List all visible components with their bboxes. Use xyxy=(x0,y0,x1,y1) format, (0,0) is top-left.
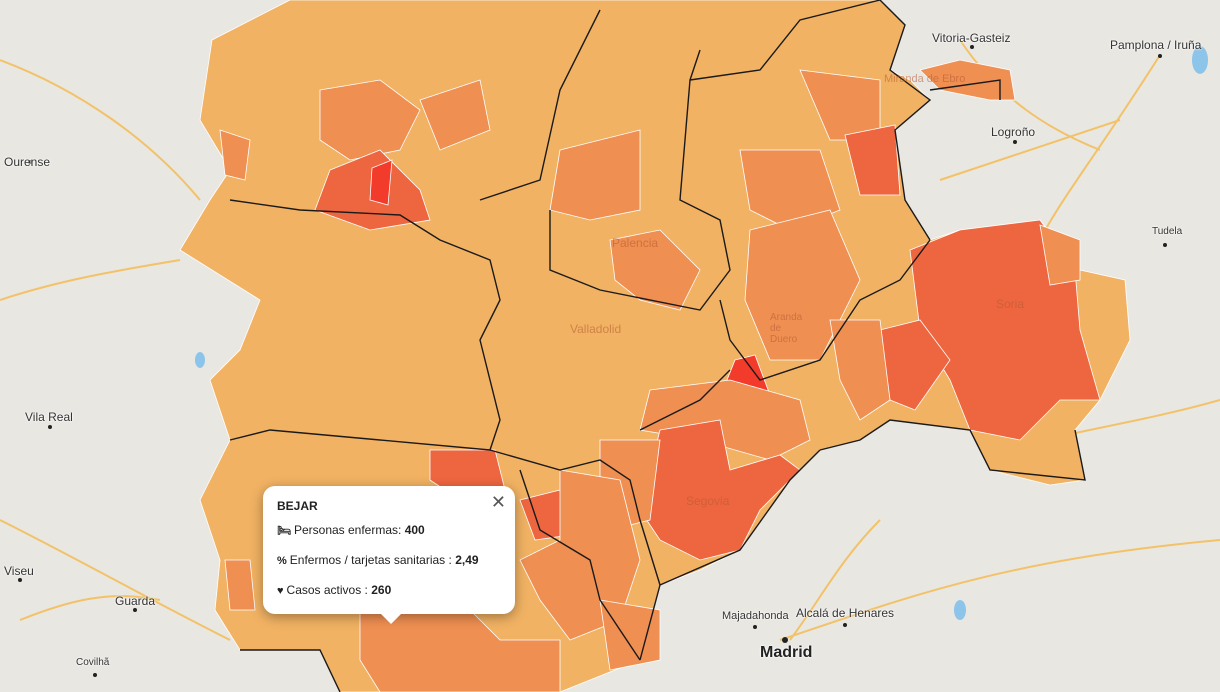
place-label: Segovia xyxy=(686,494,730,508)
popup-title: BEJAR xyxy=(277,499,318,513)
place-label: Valladolid xyxy=(570,322,622,336)
heartbeat-icon: ♥ xyxy=(277,585,284,597)
place-markers xyxy=(18,45,1167,677)
place-label: Guarda xyxy=(115,594,156,608)
row-value: 260 xyxy=(371,583,392,597)
base-roads xyxy=(0,39,1220,641)
percent-icon: % xyxy=(277,555,287,567)
place-label: Palencia xyxy=(612,236,659,250)
place-label: Majadahonda xyxy=(722,610,789,622)
province-borders xyxy=(229,0,1086,692)
district-popup: BEJAR ✕ 🛏 Personas enfermas: 400 % Enfermo… xyxy=(263,486,515,624)
place-label: Pamplona / Iruña xyxy=(1110,38,1202,52)
place-label: Covilhã xyxy=(76,657,110,668)
place-label: Alcalá de Henares xyxy=(796,606,895,620)
row-value: 2,49 xyxy=(455,553,479,567)
place-label: Aranda de Duero xyxy=(770,312,803,345)
close-icon[interactable]: ✕ xyxy=(490,492,506,512)
row-value: 400 xyxy=(404,523,425,537)
place-label: Vitoria-Gasteiz xyxy=(932,31,1011,45)
district-fills[interactable] xyxy=(219,59,1101,692)
popup-row-ratio: % Enfermos / tarjetas sanitarias : 2,49 xyxy=(277,553,479,567)
place-label: Logroño xyxy=(991,125,1036,139)
place-label: Ourense xyxy=(4,155,51,169)
place-label: Tudela xyxy=(1152,226,1183,237)
place-label-madrid: Madrid xyxy=(760,644,813,661)
place-label: Soria xyxy=(996,297,1025,311)
place-label: Miranda de Ebro xyxy=(884,73,966,85)
row-label: Enfermos / tarjetas sanitarias : xyxy=(289,553,452,567)
bed-icon: 🛏 xyxy=(277,525,291,537)
popup-row-personas-enfermas: 🛏 Personas enfermas: 400 xyxy=(277,523,425,537)
place-label: Viseu xyxy=(4,564,34,578)
popup-row-casos-activos: ♥ Casos activos : 260 xyxy=(277,583,391,597)
row-label: Casos activos : xyxy=(286,583,368,597)
place-label: Vila Real xyxy=(25,410,73,424)
row-label: Personas enfermas: xyxy=(293,523,402,537)
